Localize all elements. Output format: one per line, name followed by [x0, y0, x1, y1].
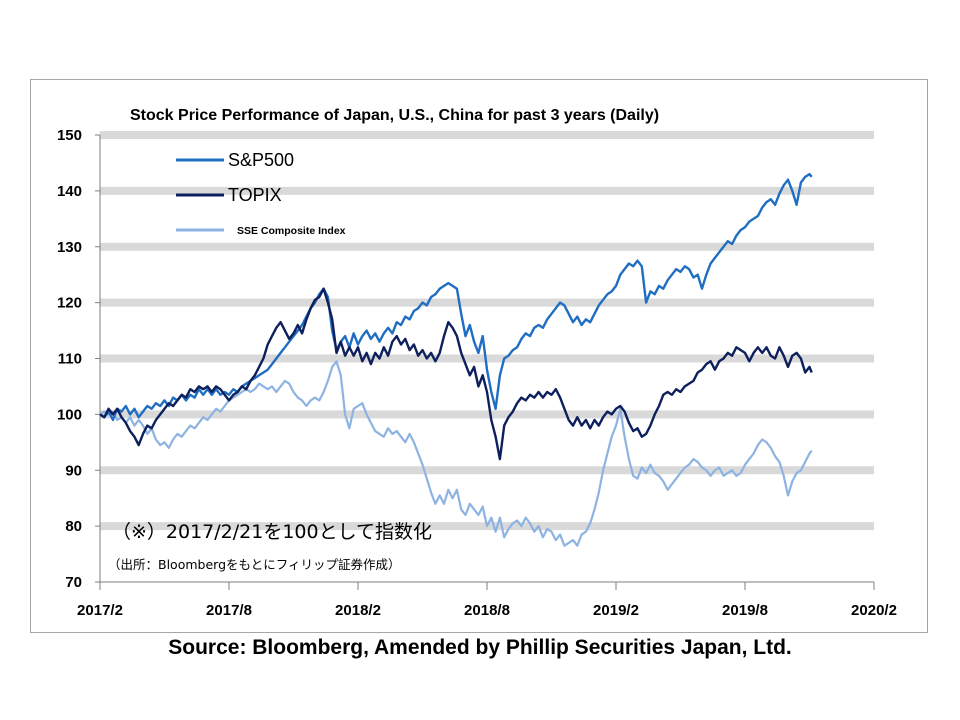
source-note: （出所：Bloombergをもとにフィリップ証券作成）	[108, 557, 401, 572]
series-line-sp500	[99, 172, 813, 422]
x-tick-label: 2018/2	[335, 602, 381, 619]
grid-band	[100, 131, 874, 139]
y-tick-label: 70	[65, 574, 82, 591]
x-tick-label: 2019/8	[722, 602, 768, 619]
grid-band	[100, 466, 874, 475]
x-tick-label: 2017/8	[206, 602, 252, 619]
legend: S&P500 TOPIX SSE Composite Index	[176, 150, 346, 237]
axis-layer: 70 80 90 100 110 120 130 140 150 2017/2 2017/8 2018…	[57, 127, 897, 619]
y-tick-label: 100	[57, 406, 82, 423]
series-line-sse	[99, 360, 813, 547]
x-tick-label: 2020/2	[851, 602, 897, 619]
legend-label: SSE Composite Index	[237, 225, 346, 237]
x-tick-label: 2019/2	[593, 602, 639, 619]
x-tick-label: 2018/8	[464, 602, 510, 619]
series-line-topix	[99, 287, 813, 461]
x-tick-label: 2017/2	[77, 602, 123, 619]
index-annotation: （※）2017/2/21を100として指数化	[112, 521, 432, 543]
y-tick-label: 80	[65, 518, 82, 535]
grid-band	[100, 186, 874, 195]
annotation-layer: （※）2017/2/21を100として指数化 （出所：Bloombergをもとに…	[108, 521, 432, 572]
legend-label: TOPIX	[228, 185, 282, 205]
y-tick-label: 130	[57, 239, 82, 256]
series-layer	[99, 172, 813, 547]
source-caption: Source: Bloomberg, Amended by Phillip Se…	[168, 636, 792, 659]
y-tick-label: 150	[57, 127, 82, 144]
y-tick-label: 90	[65, 462, 82, 479]
grid-band	[100, 410, 874, 419]
grid-band	[100, 354, 874, 363]
y-tick-label: 110	[58, 351, 82, 368]
y-tick-label: 120	[57, 295, 82, 312]
legend-label: S&P500	[228, 150, 294, 170]
grid-layer	[100, 131, 874, 531]
grid-band	[100, 242, 874, 251]
y-tick-label: 140	[57, 183, 82, 200]
chart-title: Stock Price Performance of Japan, U.S., …	[130, 107, 659, 124]
grid-band	[100, 298, 874, 307]
